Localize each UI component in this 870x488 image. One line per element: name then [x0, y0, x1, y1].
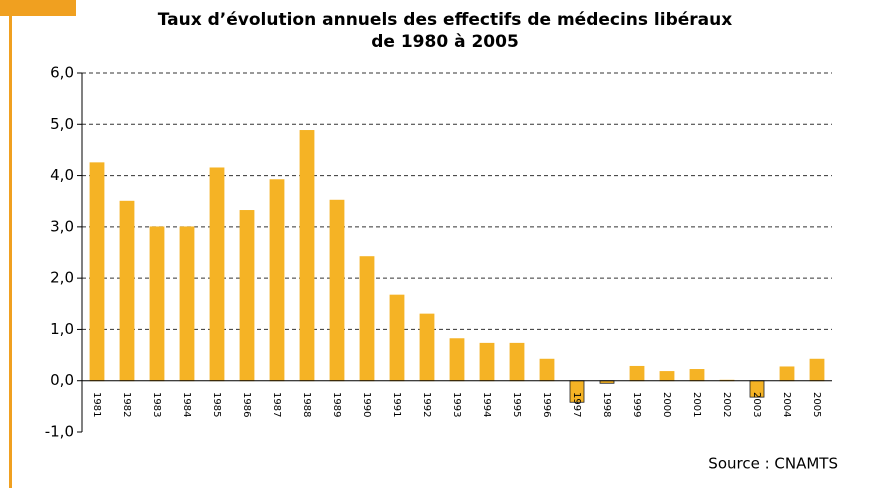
chart-title: Taux d’évolution annuels des effectifs d…: [158, 10, 732, 30]
bar: [149, 226, 165, 382]
corner-block: [0, 0, 76, 16]
x-tick-label: 2003: [751, 392, 762, 417]
chart-title: de 1980 à 2005: [371, 32, 519, 52]
bar: [779, 366, 795, 382]
bar: [539, 358, 555, 382]
y-tick-label: 0,0: [50, 371, 74, 389]
x-tick-label: 1988: [301, 392, 312, 417]
bar: [89, 162, 105, 382]
bar: [359, 256, 375, 382]
x-tick-label: 1992: [421, 392, 432, 417]
x-tick-label: 1993: [451, 392, 462, 417]
x-tick-label: 1981: [91, 392, 102, 417]
x-tick-label: 1983: [151, 392, 162, 417]
x-tick-label: 1987: [271, 392, 282, 417]
bar: [239, 210, 255, 382]
bar: [419, 313, 435, 382]
y-tick-label: -1,0: [45, 423, 74, 441]
x-tick-label: 1985: [211, 392, 222, 417]
x-tick-label: 1989: [331, 392, 342, 417]
x-tick-label: 2004: [781, 392, 792, 417]
x-tick-label: 2000: [661, 392, 672, 417]
y-tick-label: 4,0: [50, 166, 74, 184]
x-tick-label: 1982: [121, 392, 132, 417]
x-tick-label: 1990: [361, 392, 372, 417]
bar: [509, 342, 525, 382]
bar: [449, 338, 465, 382]
bar: [329, 199, 345, 382]
x-tick-label: 1991: [391, 392, 402, 417]
bar: [389, 294, 405, 382]
x-tick-label: 1998: [601, 392, 612, 417]
bar: [299, 130, 315, 382]
bar: [809, 358, 825, 382]
x-tick-label: 1984: [181, 392, 192, 417]
x-tick-label: 2002: [721, 392, 732, 417]
source-note: Source : CNAMTS: [708, 455, 838, 473]
y-tick-label: 6,0: [50, 64, 74, 82]
y-tick-label: 1,0: [50, 320, 74, 338]
y-tick-label: 3,0: [50, 217, 74, 235]
x-tick-label: 1999: [631, 392, 642, 417]
bar: [179, 226, 195, 382]
bar: [269, 179, 285, 382]
x-tick-label: 1996: [541, 392, 552, 417]
bar: [689, 369, 705, 382]
x-tick-label: 1997: [571, 392, 582, 417]
y-tick-label: 2,0: [50, 269, 74, 287]
bar: [119, 200, 135, 382]
bar: [479, 342, 495, 382]
x-tick-label: 1995: [511, 392, 522, 417]
x-tick-label: 2005: [811, 392, 822, 417]
bar: [659, 371, 675, 382]
x-tick-label: 2001: [691, 392, 702, 417]
bar: [209, 167, 225, 382]
x-tick-label: 1986: [241, 392, 252, 417]
bar: [629, 365, 645, 382]
x-tick-label: 1994: [481, 392, 492, 417]
side-rule: [9, 0, 12, 488]
y-tick-label: 5,0: [50, 115, 74, 133]
